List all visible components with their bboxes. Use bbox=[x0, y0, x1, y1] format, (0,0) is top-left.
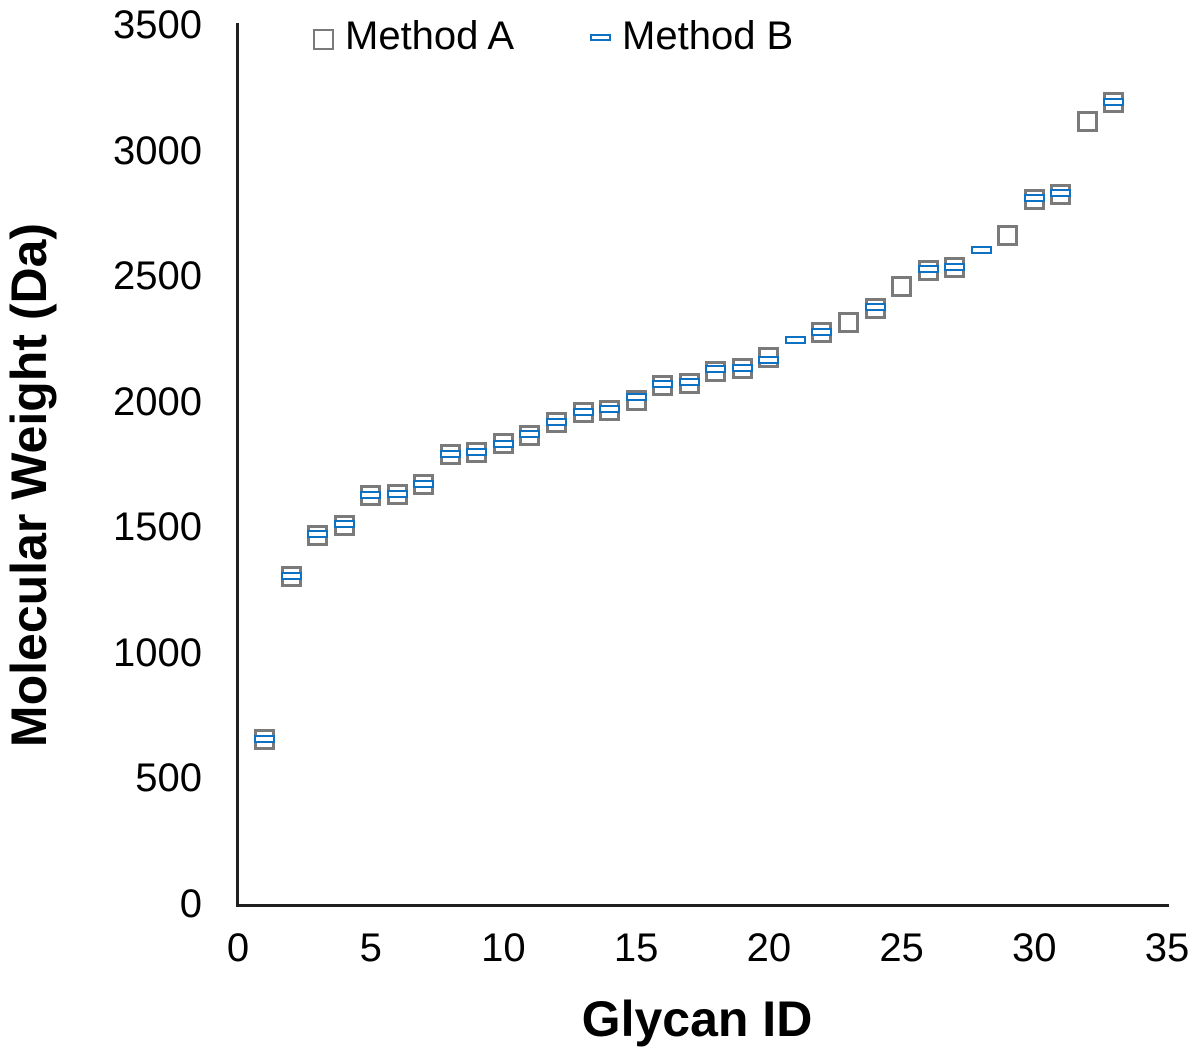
x-tick-label: 20 bbox=[746, 926, 792, 970]
legend-item-method-a: Method A bbox=[313, 12, 514, 60]
x-axis-title: Glycan ID bbox=[581, 991, 813, 1047]
legend-label-method-a: Method A bbox=[345, 14, 515, 58]
y-tick-label: 3500 bbox=[113, 3, 202, 47]
data-point-method-b bbox=[970, 245, 992, 254]
data-point-method-b bbox=[307, 530, 329, 539]
y-tick-label: 0 bbox=[179, 882, 202, 926]
data-point-method-b bbox=[811, 327, 833, 336]
data-point-method-b bbox=[492, 439, 514, 448]
method-b-marker-icon bbox=[590, 33, 612, 41]
data-point-method-b bbox=[439, 449, 461, 458]
data-point-method-a bbox=[837, 311, 859, 333]
data-point-method-b bbox=[333, 520, 355, 529]
data-point-method-b bbox=[572, 408, 594, 417]
x-tick-label: 30 bbox=[1012, 926, 1057, 970]
data-point-method-b bbox=[1103, 98, 1125, 107]
x-tick-label: 35 bbox=[1144, 926, 1190, 970]
data-point-method-a bbox=[1076, 110, 1098, 132]
data-point-method-b bbox=[254, 735, 276, 744]
x-tick-label: 15 bbox=[613, 926, 659, 970]
data-point-method-b bbox=[705, 365, 727, 374]
x-tick-label: 0 bbox=[226, 926, 250, 970]
legend-label-method-b: Method B bbox=[622, 14, 794, 58]
data-point-method-b bbox=[280, 572, 302, 580]
legend-item-method-b: Method B bbox=[590, 12, 793, 60]
data-point-method-a bbox=[891, 276, 913, 298]
data-point-method-b bbox=[1050, 189, 1072, 198]
y-tick-label: 2500 bbox=[113, 254, 202, 299]
data-point-method-b bbox=[784, 336, 806, 345]
x-tick-label: 25 bbox=[879, 926, 924, 970]
y-tick-label: 500 bbox=[135, 756, 202, 801]
data-point-method-b bbox=[652, 379, 674, 388]
data-point-method-b bbox=[466, 447, 488, 456]
data-point-method-b bbox=[519, 429, 541, 438]
data-point-method-b bbox=[413, 479, 435, 488]
data-point-method-b bbox=[625, 392, 647, 401]
y-tick-label: 1000 bbox=[113, 630, 202, 675]
data-point-method-b bbox=[864, 302, 886, 311]
x-axis-line bbox=[236, 904, 1169, 907]
method-a-marker-icon bbox=[313, 28, 334, 50]
data-point-method-b bbox=[917, 265, 939, 274]
data-point-method-b bbox=[1023, 193, 1045, 202]
data-point-method-b bbox=[731, 364, 753, 373]
data-point-method-b bbox=[758, 355, 780, 364]
x-tick-label: 5 bbox=[359, 926, 382, 970]
y-axis-line bbox=[236, 23, 239, 907]
data-point-method-b bbox=[386, 490, 408, 499]
legend: Method A Method B bbox=[313, 12, 793, 60]
y-tick-label: 1500 bbox=[113, 505, 202, 550]
data-point-method-b bbox=[944, 262, 966, 271]
data-point-method-b bbox=[599, 405, 621, 414]
x-tick-label: 10 bbox=[481, 926, 526, 970]
data-point-method-a bbox=[997, 225, 1019, 247]
data-point-method-b bbox=[360, 491, 382, 500]
y-tick-label: 3000 bbox=[113, 128, 202, 173]
y-tick-label: 2000 bbox=[113, 379, 202, 424]
data-point-method-b bbox=[546, 417, 567, 426]
data-point-method-b bbox=[678, 378, 700, 387]
